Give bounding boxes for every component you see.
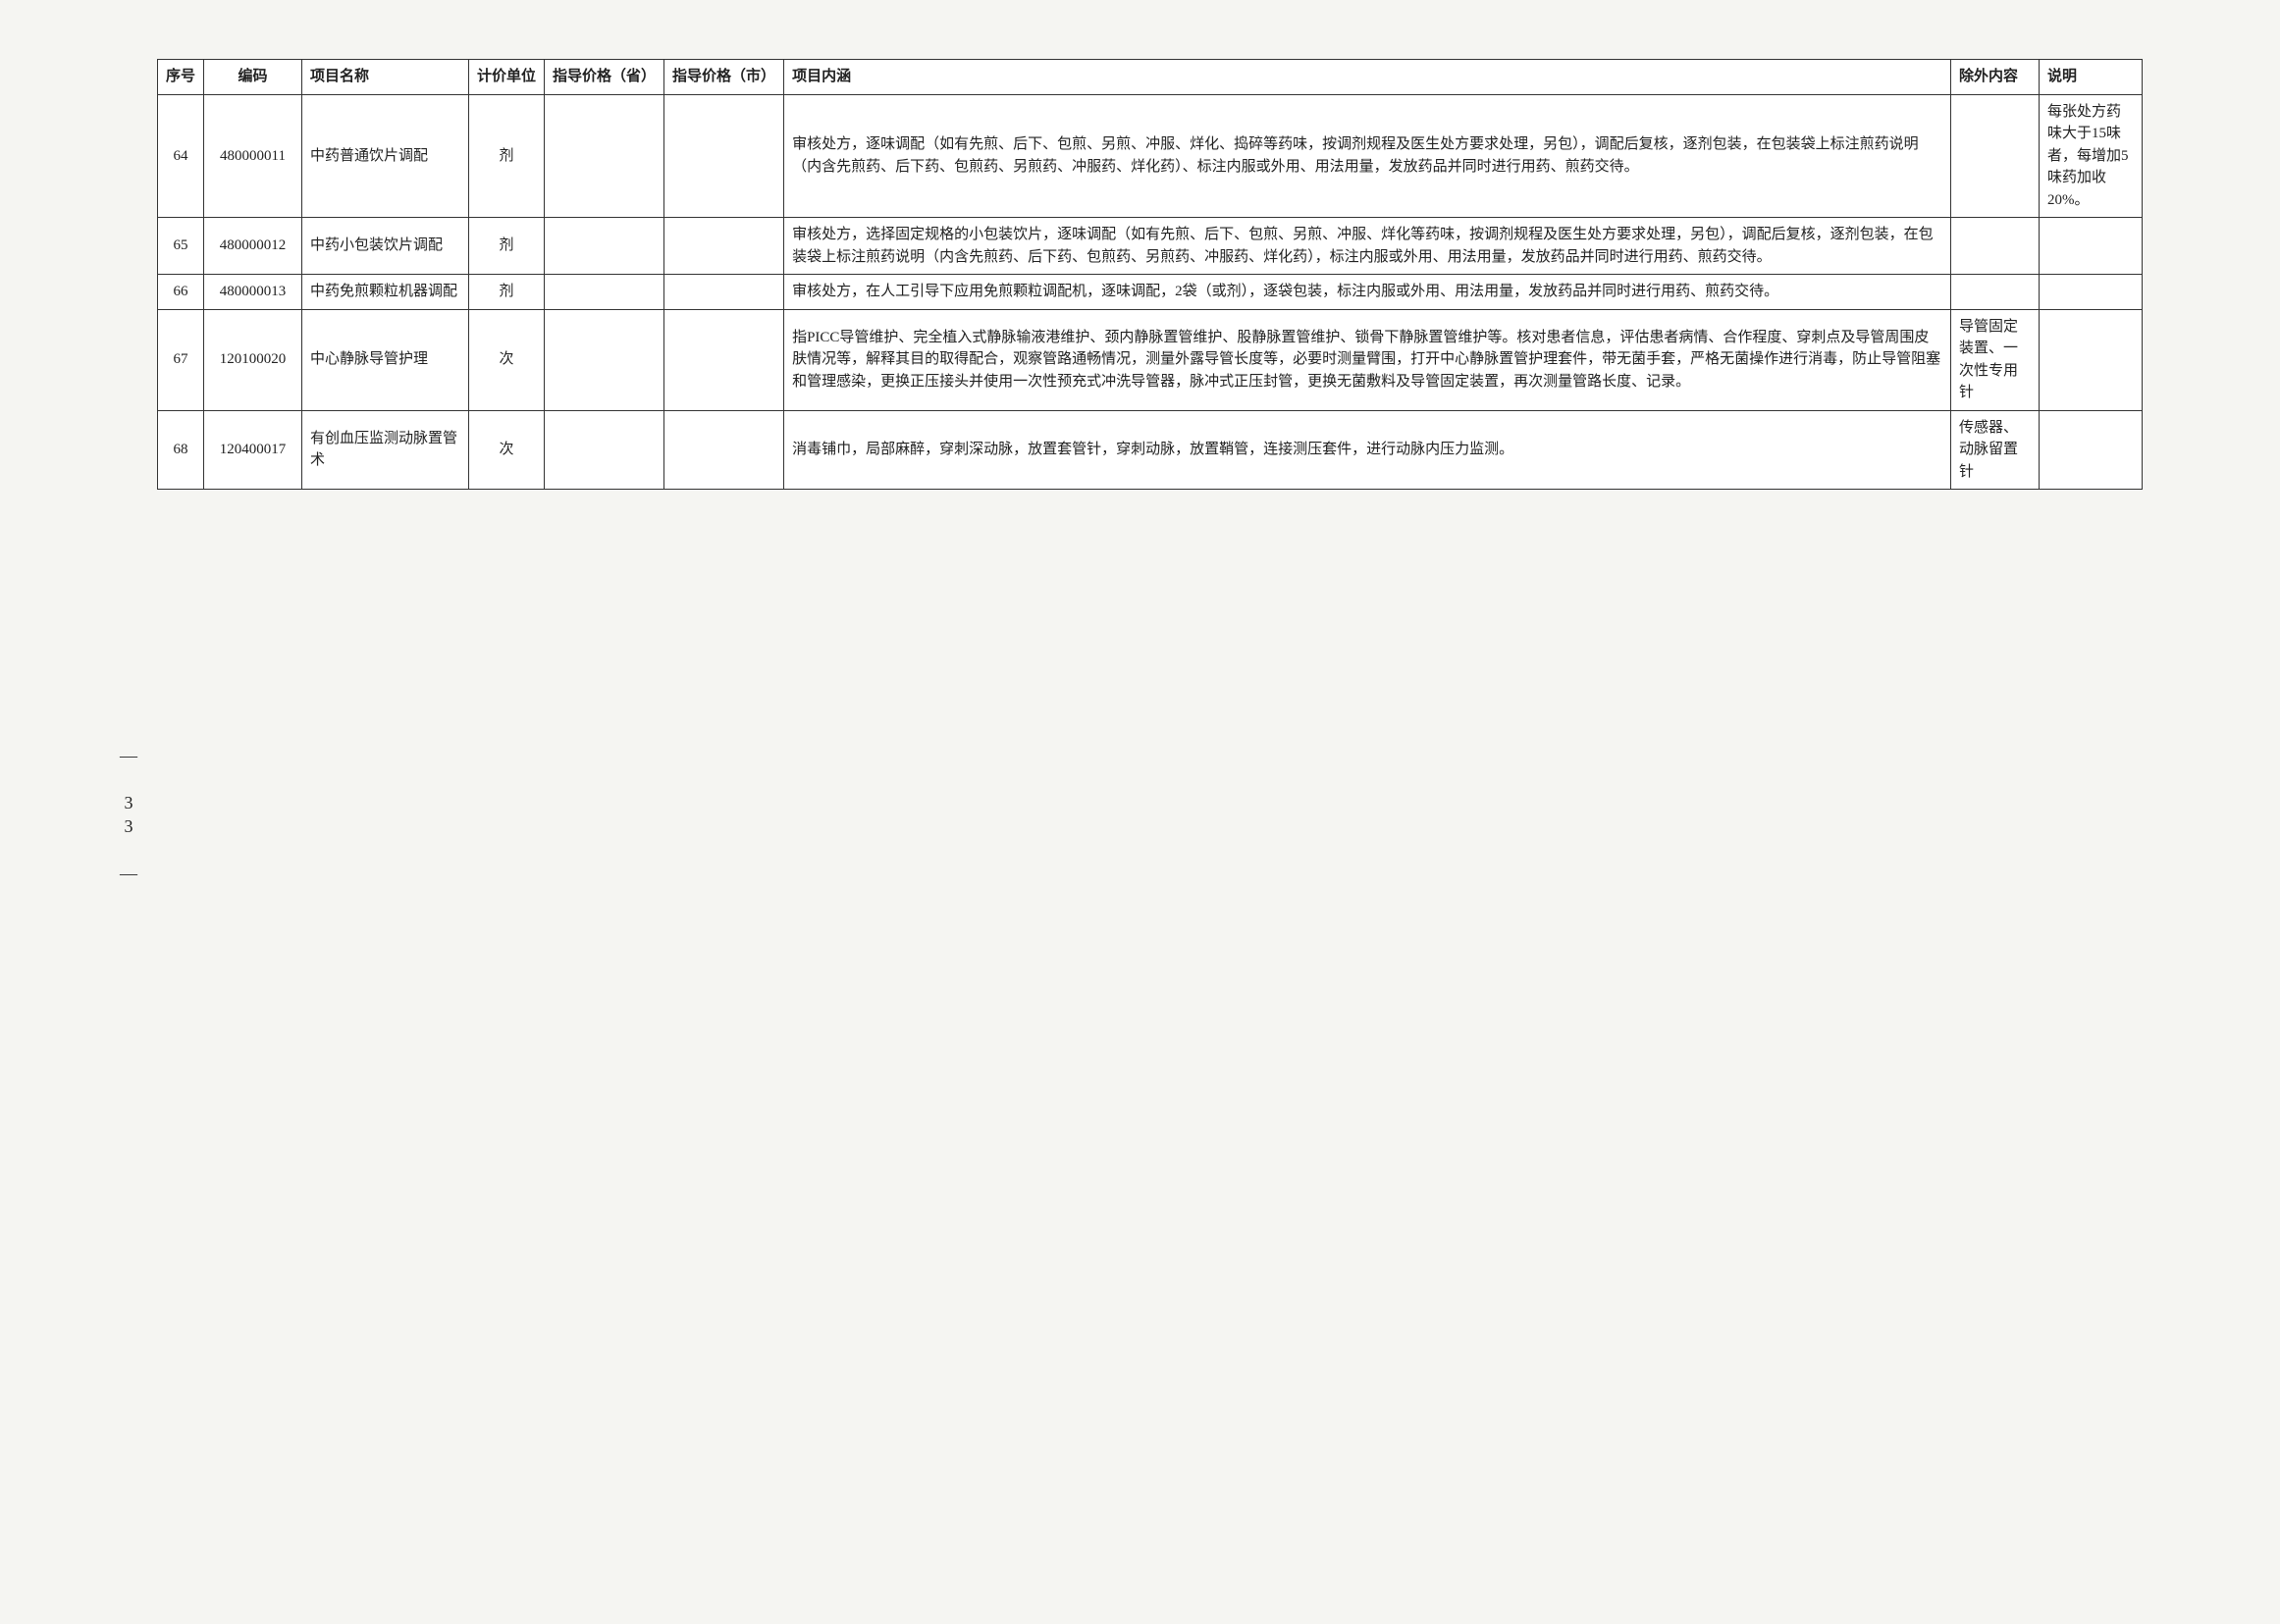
cell-unit: 剂: [469, 218, 545, 275]
cell-code: 480000012: [204, 218, 302, 275]
cell-unit: 剂: [469, 275, 545, 310]
cell-note: [2040, 309, 2143, 410]
page-number: — 33 —: [118, 746, 138, 887]
cell-name: 中药免煎颗粒机器调配: [302, 275, 469, 310]
cell-note: [2040, 410, 2143, 490]
cell-pprov: [545, 309, 664, 410]
table-header: 序号 编码 项目名称 计价单位 指导价格（省） 指导价格（市） 项目内涵 除外内…: [158, 60, 2143, 95]
cell-unit: 次: [469, 410, 545, 490]
table-row: 66 480000013 中药免煎颗粒机器调配 剂 审核处方，在人工引导下应用免…: [158, 275, 2143, 310]
cell-code: 480000011: [204, 94, 302, 218]
cell-except: [1951, 275, 2040, 310]
cell-unit: 剂: [469, 94, 545, 218]
cell-except: 导管固定装置、一次性专用针: [1951, 309, 2040, 410]
cell-name: 中心静脉导管护理: [302, 309, 469, 410]
table-row: 67 120100020 中心静脉导管护理 次 指PICC导管维护、完全植入式静…: [158, 309, 2143, 410]
cell-seq: 67: [158, 309, 204, 410]
table-row: 68 120400017 有创血压监测动脉置管术 次 消毒铺巾，局部麻醉，穿刺深…: [158, 410, 2143, 490]
cell-seq: 64: [158, 94, 204, 218]
cell-pcity: [664, 218, 784, 275]
header-detail: 项目内涵: [784, 60, 1951, 95]
cell-pcity: [664, 309, 784, 410]
header-price-city: 指导价格（市）: [664, 60, 784, 95]
cell-pcity: [664, 275, 784, 310]
cell-name: 中药小包装饮片调配: [302, 218, 469, 275]
header-except: 除外内容: [1951, 60, 2040, 95]
cell-detail: 审核处方，逐味调配（如有先煎、后下、包煎、另煎、冲服、烊化、捣碎等药味，按调剂规…: [784, 94, 1951, 218]
cell-pprov: [545, 275, 664, 310]
header-code: 编码: [204, 60, 302, 95]
cell-name: 有创血压监测动脉置管术: [302, 410, 469, 490]
header-name: 项目名称: [302, 60, 469, 95]
cell-note: [2040, 218, 2143, 275]
cell-seq: 68: [158, 410, 204, 490]
cell-seq: 65: [158, 218, 204, 275]
cell-name: 中药普通饮片调配: [302, 94, 469, 218]
header-unit: 计价单位: [469, 60, 545, 95]
cell-pprov: [545, 218, 664, 275]
cell-except: [1951, 218, 2040, 275]
table-row: 64 480000011 中药普通饮片调配 剂 审核处方，逐味调配（如有先煎、后…: [158, 94, 2143, 218]
table-body: 64 480000011 中药普通饮片调配 剂 审核处方，逐味调配（如有先煎、后…: [158, 94, 2143, 490]
cell-note: [2040, 275, 2143, 310]
cell-except: [1951, 94, 2040, 218]
cell-code: 120100020: [204, 309, 302, 410]
header-seq: 序号: [158, 60, 204, 95]
header-price-prov: 指导价格（省）: [545, 60, 664, 95]
cell-unit: 次: [469, 309, 545, 410]
cell-code: 480000013: [204, 275, 302, 310]
cell-note: 每张处方药味大于15味者，每增加5味药加收20%。: [2040, 94, 2143, 218]
cell-pprov: [545, 410, 664, 490]
cell-code: 120400017: [204, 410, 302, 490]
cell-pcity: [664, 410, 784, 490]
cell-detail: 消毒铺巾，局部麻醉，穿刺深动脉，放置套管针，穿刺动脉，放置鞘管，连接测压套件，进…: [784, 410, 1951, 490]
cell-except: 传感器、动脉留置针: [1951, 410, 2040, 490]
cell-seq: 66: [158, 275, 204, 310]
cell-detail: 审核处方，选择固定规格的小包装饮片，逐味调配（如有先煎、后下、包煎、另煎、冲服、…: [784, 218, 1951, 275]
cell-detail: 审核处方，在人工引导下应用免煎颗粒调配机，逐味调配，2袋（或剂），逐袋包装，标注…: [784, 275, 1951, 310]
cell-pprov: [545, 94, 664, 218]
cell-detail: 指PICC导管维护、完全植入式静脉输液港维护、颈内静脉置管维护、股静脉置管维护、…: [784, 309, 1951, 410]
pricing-table: 序号 编码 项目名称 计价单位 指导价格（省） 指导价格（市） 项目内涵 除外内…: [157, 59, 2143, 490]
table-row: 65 480000012 中药小包装饮片调配 剂 审核处方，选择固定规格的小包装…: [158, 218, 2143, 275]
cell-pcity: [664, 94, 784, 218]
header-note: 说明: [2040, 60, 2143, 95]
